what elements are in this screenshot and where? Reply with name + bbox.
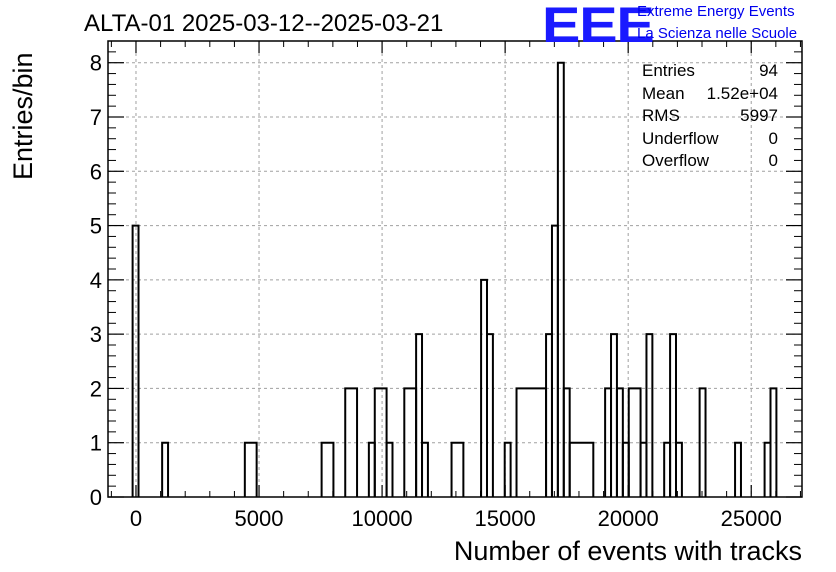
stat-label: Underflow [642,128,719,148]
y-tick-label: 4 [90,268,102,293]
x-tick-label: 10000 [351,506,412,531]
histogram-bin [669,333,677,497]
x-tick-label: 0 [130,506,142,531]
eee-logo: EEE [542,0,655,53]
stat-value: 0 [768,151,778,170]
x-axis-label: Number of events with tracks [453,536,802,566]
x-tick-label: 20000 [598,506,659,531]
histogram-bin [769,387,778,497]
stat-overflow: Overflow 0 [642,151,778,174]
stat-mean: Mean 1.52e+04 [642,84,778,107]
histogram-bin [131,224,140,497]
stat-label: Overflow [642,151,710,170]
stat-label: RMS [642,106,680,125]
logo-caption-line2: La Scienza nelle Scuole [637,25,798,42]
y-tick-label: 7 [90,105,102,130]
x-tick-label: 15000 [475,506,536,531]
histogram-bin [450,441,465,497]
logo-caption-line1: Extreme Energy Events [637,3,795,20]
stat-value: 1.52e+04 [706,83,778,103]
stats-box: Entries 94 Mean 1.52e+04 RMS 5997 Underf… [642,61,778,174]
y-tick-label: 8 [90,51,102,76]
stat-label: Mean [642,83,685,103]
histogram-bin [503,441,512,497]
x-tick-label: 5000 [235,506,284,531]
y-tick-label: 1 [90,431,102,456]
histogram-bin [674,441,683,497]
histogram-bin [645,333,654,497]
histogram-bin [320,441,335,497]
histogram-bin [485,333,494,497]
histogram-bin [385,441,394,497]
y-axis-label: Entries/bin [8,52,38,180]
stat-value: 5997 [740,106,778,125]
axis-ticks [108,41,802,498]
y-tick-label: 5 [90,214,102,239]
stat-entries: Entries 94 [642,61,778,84]
histogram-bin [243,441,258,497]
y-tick-label: 0 [90,485,102,510]
stat-underflow: Underflow 0 [642,129,778,152]
histogram-bin [698,387,707,497]
histogram-bin [568,441,595,497]
histogram-series [131,61,778,497]
stat-value: 94 [759,61,778,80]
tick-labels: 0 5000 10000 15000 20000 25000 0 1 2 3 4 5 6 7 8 [90,51,782,531]
y-tick-label: 6 [90,159,102,184]
histogram-bin [421,441,429,497]
x-tick-label: 25000 [721,506,782,531]
histogram-bin [415,333,424,497]
y-tick-label: 2 [90,376,102,401]
y-tick-label: 3 [90,322,102,347]
histogram-bin [734,441,742,497]
stat-rms: RMS 5997 [642,106,778,129]
histogram-bin [161,441,170,497]
chart-title: ALTA-01 2025-03-12--2025-03-21 [84,10,444,37]
stat-label: Entries [642,61,695,80]
stat-value: 0 [768,128,778,148]
histogram-bin [344,387,359,497]
histogram-bin [556,61,565,497]
